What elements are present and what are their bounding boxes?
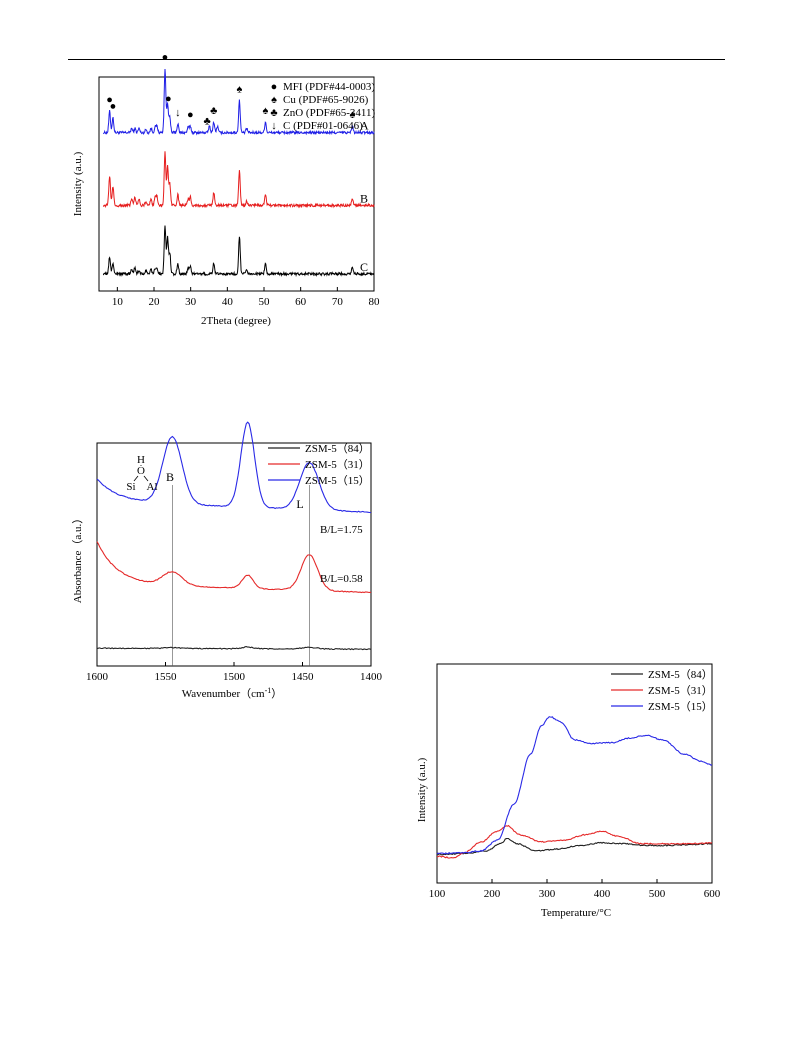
tpd-y-axis-label: Intensity (a.u.) — [416, 757, 428, 822]
ir-y-axis-label: Absorbance（a.u.） — [71, 513, 84, 603]
struct-bond-o-al — [143, 475, 149, 482]
struct-o-label: O — [137, 465, 145, 477]
xrd-marker: ● — [106, 94, 113, 106]
tpd-plot-frame — [436, 663, 713, 884]
xrd-marker: ♠ — [263, 105, 269, 117]
ir-x-axis-label-end: ） — [271, 687, 282, 700]
ir-series — [96, 421, 372, 651]
tpd-series-line — [437, 824, 713, 859]
ir-x-tick-label: 1500 — [223, 671, 246, 683]
xrd-x-tick-label: 70 — [332, 296, 344, 308]
xrd-legend-symbol: ♣ — [270, 107, 277, 119]
ir-series-line — [96, 646, 372, 651]
xrd-series-B — [102, 151, 375, 209]
xrd-chart: 10 20 30 40 50 60 70 80 ●●●●↓ ●♣♣♠♠ ♠ ABC ● MFI (P… — [72, 51, 380, 327]
ir-ratio-label-31: B/L=0.58 — [320, 573, 363, 585]
tpd-x-tick-label: 100 — [429, 888, 446, 900]
xrd-marker: ↓ — [175, 107, 181, 119]
tpd-chart: 100 200 300 400 500 600 ZSM-5（84）ZSM-5（31）ZSM… — [416, 663, 721, 919]
ir-legend-label: ZSM-5（15） — [305, 474, 370, 487]
xrd-series-label: A — [360, 119, 369, 133]
xrd-legend-label: Cu (PDF#65-9026) — [283, 94, 369, 106]
xrd-legend-symbol: ● — [271, 81, 278, 93]
xrd-legend-label: ZnO (PDF#65-3411) — [283, 107, 376, 119]
xrd-x-ticks: 10 20 30 40 50 60 70 80 — [112, 287, 380, 308]
tpd-x-axis-label: Temperature/°C — [541, 907, 611, 919]
xrd-plot-frame — [98, 76, 375, 292]
xrd-x-axis-label: 2Theta (degree) — [201, 315, 271, 327]
xrd-legend-label: C (PDF#01-0646) — [283, 120, 363, 132]
struct-si-label: Si — [126, 481, 135, 493]
ir-chart: 1600 1550 1500 1450 1400 ZSM-5（84）ZSM-5（31）Z… — [71, 421, 383, 700]
xrd-marker: ♣ — [210, 105, 217, 117]
header-rule — [68, 59, 725, 60]
tpd-x-tick-label: 600 — [704, 888, 721, 900]
tpd-series — [436, 716, 713, 859]
xrd-marker: ♣ — [204, 115, 211, 127]
xrd-x-tick-label: 50 — [259, 296, 271, 308]
xrd-x-tick-label: 20 — [149, 296, 161, 308]
xrd-series-C — [102, 225, 375, 278]
xrd-x-tick-label: 80 — [369, 296, 381, 308]
ir-legend-label: ZSM-5（84） — [305, 442, 370, 455]
xrd-legend-symbol: ↓ — [271, 120, 277, 132]
tpd-x-tick-label: 500 — [649, 888, 666, 900]
xrd-x-tick-label: 60 — [295, 296, 307, 308]
xrd-series-label: B — [360, 191, 368, 205]
ir-series-line — [96, 541, 372, 594]
ir-ratio-label-15: B/L=1.75 — [320, 524, 363, 536]
xrd-series — [102, 68, 375, 278]
tpd-series-line — [436, 716, 713, 855]
struct-bond-o-si — [133, 475, 139, 482]
ir-x-axis-label-sup: -1 — [265, 686, 272, 695]
xrd-marker: ● — [110, 101, 117, 113]
tpd-legend: ZSM-5（84） ZSM-5（31） ZSM-5（15） — [611, 668, 713, 713]
ir-x-axis-label: Wavenumber（cm-1） — [182, 686, 282, 700]
xrd-marker: ● — [162, 51, 169, 63]
xrd-x-tick-label: 30 — [185, 296, 197, 308]
ir-bridging-hydroxyl-structure: H O Si Al — [126, 454, 157, 493]
xrd-y-axis-label: Intensity (a.u.) — [72, 151, 84, 216]
ir-reference-lines — [172, 485, 310, 666]
ir-lewis-label: L — [296, 497, 303, 511]
ir-legend-label: ZSM-5（31） — [305, 458, 370, 471]
xrd-legend-symbol: ♠ — [271, 94, 277, 106]
xrd-series-label: C — [360, 260, 368, 274]
tpd-legend-label: ZSM-5（15） — [648, 700, 713, 713]
tpd-x-tick-label: 400 — [594, 888, 611, 900]
xrd-phase-markers: ●●●●↓ ●♣♣♠♠ ♠ — [106, 51, 355, 127]
xrd-legend: ● MFI (PDF#44-0003) ♠ Cu (PDF#65-9026) ♣ ZnO … — [270, 81, 375, 132]
xrd-marker: ● — [187, 109, 194, 121]
tpd-x-ticks: 100 200 300 400 500 600 — [429, 879, 721, 900]
xrd-series-labels: A B C — [360, 119, 369, 274]
tpd-legend-label: ZSM-5（84） — [648, 668, 713, 681]
ir-x-tick-label: 1600 — [86, 671, 109, 683]
ir-series-line — [96, 421, 372, 514]
xrd-x-tick-label: 40 — [222, 296, 234, 308]
tpd-x-tick-label: 200 — [484, 888, 501, 900]
ir-x-tick-label: 1450 — [292, 671, 315, 683]
struct-h-label: H — [137, 454, 145, 466]
ir-x-tick-label: 1550 — [155, 671, 178, 683]
ir-legend: ZSM-5（84） ZSM-5（31） ZSM-5（15） — [268, 442, 370, 487]
xrd-series-A — [102, 68, 375, 136]
ir-x-ticks: 1600 1550 1500 1450 1400 — [86, 662, 383, 683]
struct-al-label: Al — [147, 481, 158, 493]
xrd-legend-label: MFI (PDF#44-0003) — [283, 81, 375, 93]
xrd-marker: ● — [165, 93, 172, 105]
xrd-x-tick-label: 10 — [112, 296, 124, 308]
ir-x-tick-label: 1400 — [360, 671, 383, 683]
tpd-legend-label: ZSM-5（31） — [648, 684, 713, 697]
xrd-marker: ♠ — [349, 109, 355, 121]
tpd-x-tick-label: 300 — [539, 888, 556, 900]
ir-bronsted-label: B — [166, 470, 174, 484]
xrd-marker: ♠ — [237, 84, 243, 96]
tpd-series-line — [436, 837, 713, 856]
